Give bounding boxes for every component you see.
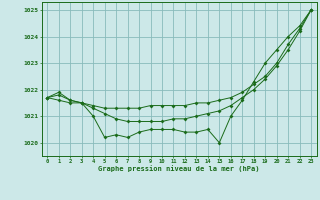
X-axis label: Graphe pression niveau de la mer (hPa): Graphe pression niveau de la mer (hPa) <box>99 165 260 172</box>
